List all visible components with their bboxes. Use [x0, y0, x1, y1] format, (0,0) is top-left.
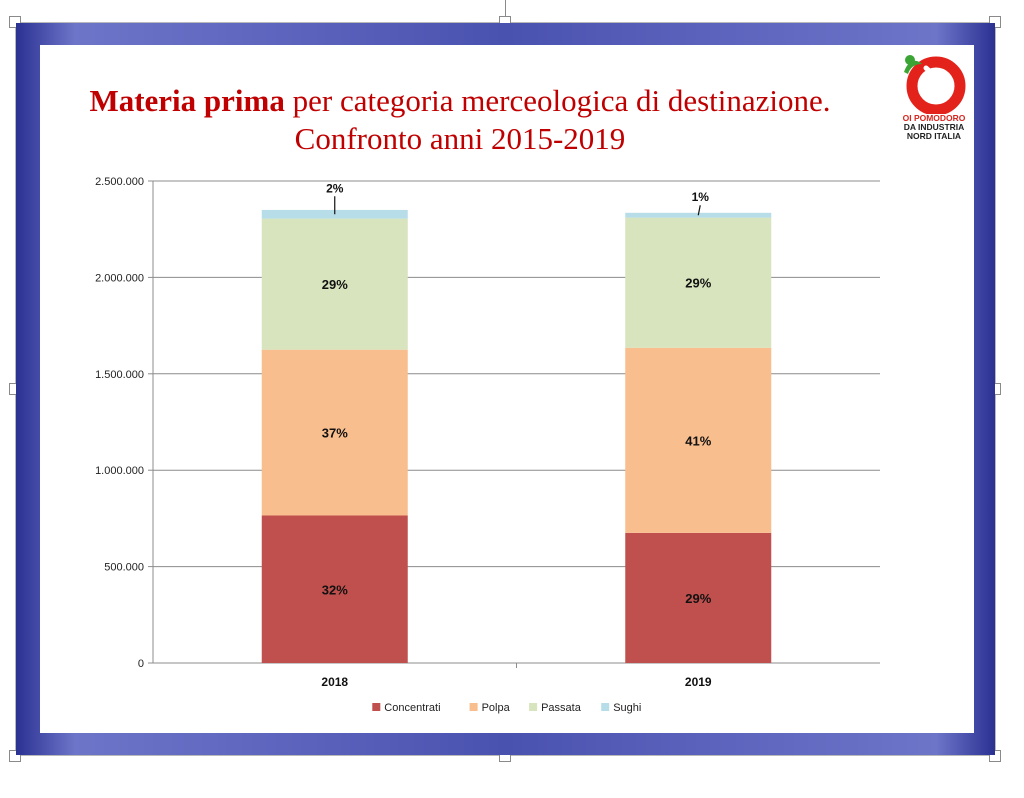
legend-label-polpa: Polpa	[482, 702, 511, 714]
bar-polpa-2019	[625, 347, 772, 533]
y-tick-label-2: 1.000.000	[95, 465, 144, 477]
legend-label-sughi: Sughi	[613, 702, 641, 714]
legend-label-passata: Passata	[541, 702, 582, 714]
data-label-sughi-2018: 2%	[326, 181, 344, 195]
data-label-polpa-2019: 41%	[685, 433, 711, 448]
bar-passata-2019	[625, 217, 772, 348]
bar-polpa-2018	[261, 349, 408, 516]
title-bold: Materia prima	[89, 83, 285, 118]
bar-concentrati-2018	[261, 515, 408, 663]
y-tick-label-0: 0	[138, 658, 144, 670]
bar-passata-2018	[261, 218, 408, 350]
stacked-bar-chart: 0 500.000 1.000.000 1.500.000 2.000.000 2.500…	[95, 176, 880, 714]
labels-layer: 32% 37% 29% 2% 2018 29% 41% 29% 1% 2019	[321, 181, 712, 689]
data-label-sughi-2019: 1%	[692, 190, 710, 204]
oi-pomodoro-logo: OI POMODORO DA INDUSTRIA NORD ITALIA	[896, 50, 972, 146]
data-label-polpa-2018: 37%	[322, 426, 348, 441]
title-rest: per categoria merceologica di destinazio…	[284, 83, 831, 118]
legend-label-concentrati: Concentrati	[384, 702, 440, 714]
title-line-1: Materia prima per categoria merceologica…	[20, 82, 900, 120]
slide-title: Materia prima per categoria merceologica…	[20, 82, 900, 158]
rotate-handle-stem[interactable]	[505, 0, 506, 16]
logo-text-line3: NORD ITALIA	[906, 131, 962, 141]
y-tick-label-3: 1.500.000	[95, 369, 144, 381]
legend-swatch-sughi	[601, 703, 610, 711]
logo-text-line2: DA INDUSTRIA	[903, 122, 965, 132]
logo-text-pomodoro: POMODORO	[913, 113, 966, 123]
bars-layer	[261, 209, 772, 663]
legend: Concentrati Polpa Passata Sughi	[372, 702, 641, 714]
y-tick-label-4: 2.000.000	[95, 272, 144, 284]
data-label-concentrati-2019: 29%	[685, 591, 711, 606]
slide[interactable]	[40, 45, 974, 733]
title-line-2: Confronto anni 2015-2019	[294, 121, 626, 156]
y-tick-label-5: 2.500.000	[95, 176, 144, 188]
data-label-passata-2019: 29%	[685, 276, 711, 291]
legend-swatch-concentrati	[372, 703, 381, 711]
legend-swatch-polpa	[469, 703, 478, 711]
logo-text-oi: OI	[902, 113, 912, 123]
data-label-concentrati-2018: 32%	[322, 582, 348, 597]
y-tick-label-1: 500.000	[104, 562, 144, 574]
legend-swatch-passata	[529, 703, 538, 711]
data-label-passata-2018: 29%	[322, 277, 348, 292]
bar-concentrati-2019	[625, 532, 772, 663]
x-tick-label-2019: 2019	[685, 675, 712, 689]
x-tick-label-2018: 2018	[321, 675, 348, 689]
tomato-icon	[904, 55, 966, 116]
leader-line-sughi-2019	[697, 205, 701, 216]
